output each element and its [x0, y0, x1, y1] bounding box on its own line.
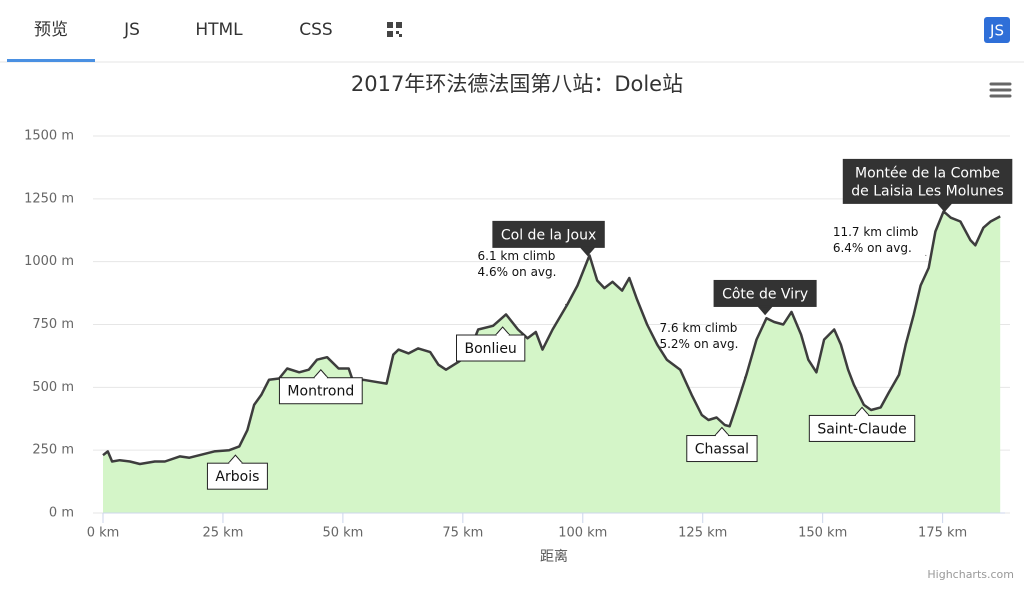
menu-button[interactable] [989, 82, 1012, 98]
tab-bar [0, 0, 1024, 62]
js-badge-label: JS [989, 22, 1004, 40]
annotation: Arbois [206, 454, 268, 490]
annotation: Saint-Claude [808, 406, 916, 442]
area-fill [103, 211, 1001, 513]
annotation-box [492, 220, 605, 248]
annotation: Col de la Joux [492, 220, 605, 257]
annotation-pointer [580, 247, 595, 257]
qr-icon[interactable] [387, 22, 402, 37]
annotation: Montrond [278, 368, 363, 405]
x-tick-label: 150 km [798, 526, 847, 541]
annotation-box [278, 377, 363, 405]
annotation-box [456, 334, 526, 362]
y-tick-label: 250 m [32, 443, 74, 458]
climb-note: 6.4% on avg. [833, 241, 912, 255]
js-badge[interactable] [984, 17, 1010, 43]
y-tick-label: 0 m [49, 506, 74, 521]
annotation-box [686, 435, 758, 463]
annotation-box [842, 158, 1013, 204]
annotation-pointer [854, 406, 870, 416]
chart-title: 2017年环法德法国第八站：Dole站 [351, 72, 683, 96]
tab[interactable]: JS [123, 20, 140, 40]
x-tick-label: 0 km [87, 526, 120, 541]
annotation: Chassal [686, 426, 758, 463]
annotation-label: Montrond [287, 384, 354, 400]
active-tab-underline [7, 59, 95, 62]
y-tick-label: 500 m [32, 380, 74, 395]
y-tick-label: 1250 m [24, 191, 74, 206]
climb-note: 7.6 km climb [659, 321, 737, 335]
tab[interactable]: HTML [195, 20, 243, 40]
note-anchor [743, 376, 745, 378]
climb-note: 5.2% on avg. [659, 337, 738, 351]
annotation-pointer [495, 326, 511, 336]
x-tick-label: 125 km [678, 526, 727, 541]
annotation-label: Arbois [215, 469, 259, 485]
tab[interactable]: 预览 [34, 20, 68, 40]
y-tick-label: 1500 m [24, 129, 74, 144]
climb-note: 11.7 km climb [833, 225, 919, 239]
annotation-pointer [757, 306, 773, 316]
x-axis-title: 距离 [540, 548, 568, 565]
climb-note: 4.6% on avg. [478, 265, 557, 279]
annotation: Côte de Viry [713, 279, 817, 316]
x-tick-label: 50 km [322, 526, 363, 541]
annotation-label: Côte de Viry [722, 286, 808, 302]
annotation-pointer [937, 203, 952, 213]
annotation-label: de Laisia Les Molunes [851, 183, 1004, 199]
annotation-box [206, 462, 268, 490]
annotation: Bonlieu [456, 326, 526, 362]
climb-note: 6.1 km climb [478, 249, 556, 263]
annotation-pointer [313, 368, 329, 379]
annotation-pointer [714, 426, 730, 436]
y-tick-label: 1000 m [24, 254, 74, 269]
line [102, 210, 1001, 466]
annotation-label: Saint-Claude [817, 421, 906, 437]
x-tick-label: 175 km [918, 526, 967, 541]
tab[interactable]: CSS [299, 20, 332, 40]
note-anchor [925, 254, 927, 256]
credits[interactable]: Highcharts.com [927, 568, 1014, 581]
annotation-label: Chassal [695, 442, 749, 458]
note-anchor [565, 303, 567, 305]
annotation: Montée de la Combe de Laisia Les Molunes [842, 158, 1013, 213]
x-tick-label: 100 km [558, 526, 607, 541]
annotation-box [808, 414, 916, 442]
x-tick-label: 25 km [203, 526, 244, 541]
annotation-box [713, 279, 817, 307]
annotation-label: Montée de la Combe [855, 165, 1000, 181]
y-tick-label: 750 m [32, 317, 74, 332]
annotation-label: Bonlieu [465, 341, 517, 357]
annotation-label: Col de la Joux [501, 227, 596, 243]
x-tick-label: 75 km [442, 526, 483, 541]
annotation-pointer [228, 454, 243, 464]
